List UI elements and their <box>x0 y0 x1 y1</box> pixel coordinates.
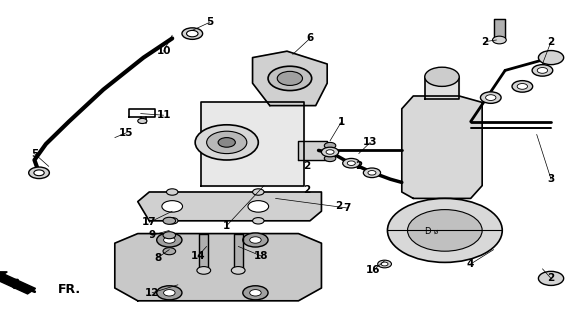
Text: D: D <box>424 228 431 236</box>
Circle shape <box>486 95 496 100</box>
Text: 2: 2 <box>548 36 554 47</box>
Polygon shape <box>253 51 327 106</box>
Circle shape <box>138 118 147 124</box>
Circle shape <box>253 218 264 224</box>
Circle shape <box>248 201 269 212</box>
Circle shape <box>387 198 502 262</box>
Text: 9: 9 <box>149 230 156 240</box>
Circle shape <box>163 217 176 224</box>
Text: 16: 16 <box>366 265 381 276</box>
Circle shape <box>517 84 528 89</box>
Circle shape <box>324 149 336 155</box>
Circle shape <box>268 66 312 91</box>
Text: FR.: FR. <box>57 283 80 296</box>
Text: 7: 7 <box>344 203 351 213</box>
Text: 13: 13 <box>363 137 378 148</box>
Circle shape <box>166 189 178 195</box>
Circle shape <box>368 171 376 175</box>
Circle shape <box>538 51 564 65</box>
Text: ø: ø <box>434 229 439 235</box>
Circle shape <box>218 138 235 147</box>
Circle shape <box>324 142 336 149</box>
Circle shape <box>537 68 548 73</box>
Circle shape <box>187 30 198 37</box>
Circle shape <box>512 81 533 92</box>
Circle shape <box>538 271 564 285</box>
Text: 2: 2 <box>548 273 554 284</box>
Circle shape <box>182 28 203 39</box>
Circle shape <box>324 155 336 162</box>
Circle shape <box>157 233 182 247</box>
Circle shape <box>29 167 49 179</box>
Circle shape <box>277 71 302 85</box>
Circle shape <box>532 65 553 76</box>
Text: 18: 18 <box>254 251 269 261</box>
Circle shape <box>408 210 482 251</box>
Text: 5: 5 <box>31 148 38 159</box>
Text: 2: 2 <box>482 36 488 47</box>
Polygon shape <box>298 141 327 160</box>
Circle shape <box>250 237 261 243</box>
Circle shape <box>343 158 360 168</box>
Text: 3: 3 <box>548 174 554 184</box>
Polygon shape <box>138 192 321 221</box>
Circle shape <box>195 125 258 160</box>
Text: 2: 2 <box>355 161 362 172</box>
Circle shape <box>207 131 247 154</box>
Text: 15: 15 <box>119 128 134 138</box>
Polygon shape <box>234 234 243 272</box>
Circle shape <box>363 168 381 178</box>
Circle shape <box>166 218 178 224</box>
Circle shape <box>157 286 182 300</box>
Circle shape <box>381 262 388 266</box>
Circle shape <box>480 92 501 103</box>
Text: 1: 1 <box>223 220 230 231</box>
Text: 8: 8 <box>154 252 161 263</box>
Circle shape <box>253 189 264 195</box>
Circle shape <box>347 161 355 165</box>
Circle shape <box>162 201 183 212</box>
Circle shape <box>164 237 175 243</box>
Polygon shape <box>425 77 459 99</box>
Circle shape <box>197 267 211 274</box>
Circle shape <box>425 67 459 86</box>
Polygon shape <box>494 19 505 38</box>
Text: 10: 10 <box>156 46 171 56</box>
Circle shape <box>326 150 334 154</box>
Text: 2: 2 <box>304 185 311 196</box>
Text: 6: 6 <box>307 33 313 44</box>
Circle shape <box>243 286 268 300</box>
Text: 4: 4 <box>467 259 474 269</box>
Circle shape <box>231 267 245 274</box>
Text: 2: 2 <box>335 201 342 212</box>
Circle shape <box>164 290 175 296</box>
Polygon shape <box>402 96 482 198</box>
Circle shape <box>321 147 339 157</box>
Text: 1: 1 <box>338 116 345 127</box>
Circle shape <box>163 248 176 255</box>
Text: 11: 11 <box>156 110 171 120</box>
Text: 5: 5 <box>206 17 213 28</box>
Text: 14: 14 <box>191 251 205 261</box>
Text: 12: 12 <box>145 288 160 298</box>
Circle shape <box>243 233 268 247</box>
Polygon shape <box>199 234 208 272</box>
Circle shape <box>163 232 176 239</box>
Polygon shape <box>201 102 304 186</box>
Text: 17: 17 <box>142 217 157 228</box>
Circle shape <box>378 260 391 268</box>
Text: 2: 2 <box>304 161 311 172</box>
Polygon shape <box>115 234 321 301</box>
Circle shape <box>250 290 261 296</box>
Circle shape <box>34 170 44 176</box>
Circle shape <box>492 36 506 44</box>
FancyArrow shape <box>0 272 36 294</box>
